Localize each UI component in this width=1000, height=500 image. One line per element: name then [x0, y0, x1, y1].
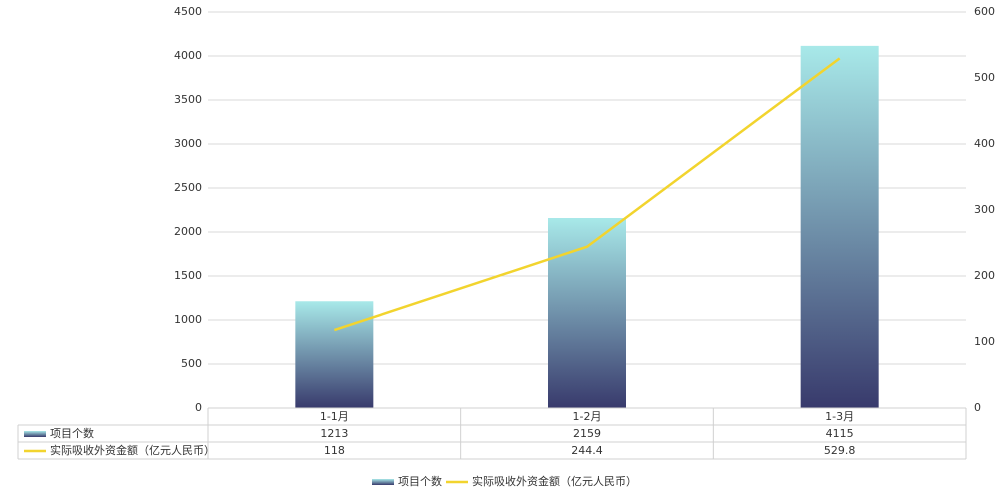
x-tick-label: 1-3月 [825, 410, 854, 423]
table-value: 244.4 [571, 444, 603, 457]
bar [548, 218, 626, 408]
y2-tick-label: 400 [974, 137, 995, 150]
y2-tick-label: 0 [974, 401, 981, 414]
y-tick-label: 0 [195, 401, 202, 414]
table-key [24, 431, 46, 437]
table-series-name: 实际吸收外资金额（亿元人民币） [50, 443, 215, 457]
y-tick-label: 3500 [174, 93, 202, 106]
x-tick-label: 1-2月 [573, 410, 602, 423]
legend-key [372, 479, 394, 485]
y-tick-label: 3000 [174, 137, 202, 150]
y-tick-label: 4000 [174, 49, 202, 62]
y-tick-label: 2000 [174, 225, 202, 238]
y-tick-label: 4500 [174, 5, 202, 18]
line [333, 57, 841, 332]
y2-tick-label: 200 [974, 269, 995, 282]
table-series-name: 项目个数 [50, 427, 94, 440]
table-value: 529.8 [824, 444, 856, 457]
legend-label: 项目个数 [398, 475, 442, 488]
table-value: 4115 [826, 427, 854, 440]
y2-tick-label: 500 [974, 71, 995, 84]
bar [800, 45, 879, 408]
y2-tick-label: 600 [974, 5, 995, 18]
y-tick-label: 2500 [174, 181, 202, 194]
table-value: 2159 [573, 427, 601, 440]
bar [295, 301, 374, 408]
y-tick-label: 500 [181, 357, 202, 370]
table-value: 118 [324, 444, 345, 457]
y-tick-label: 1500 [174, 269, 202, 282]
legend-label: 实际吸收外资金额（亿元人民币） [472, 474, 637, 488]
table-value: 1213 [320, 427, 348, 440]
y2-tick-label: 100 [974, 335, 995, 348]
y-tick-label: 1000 [174, 313, 202, 326]
x-tick-label: 1-1月 [320, 410, 349, 423]
y2-tick-label: 300 [974, 203, 995, 216]
